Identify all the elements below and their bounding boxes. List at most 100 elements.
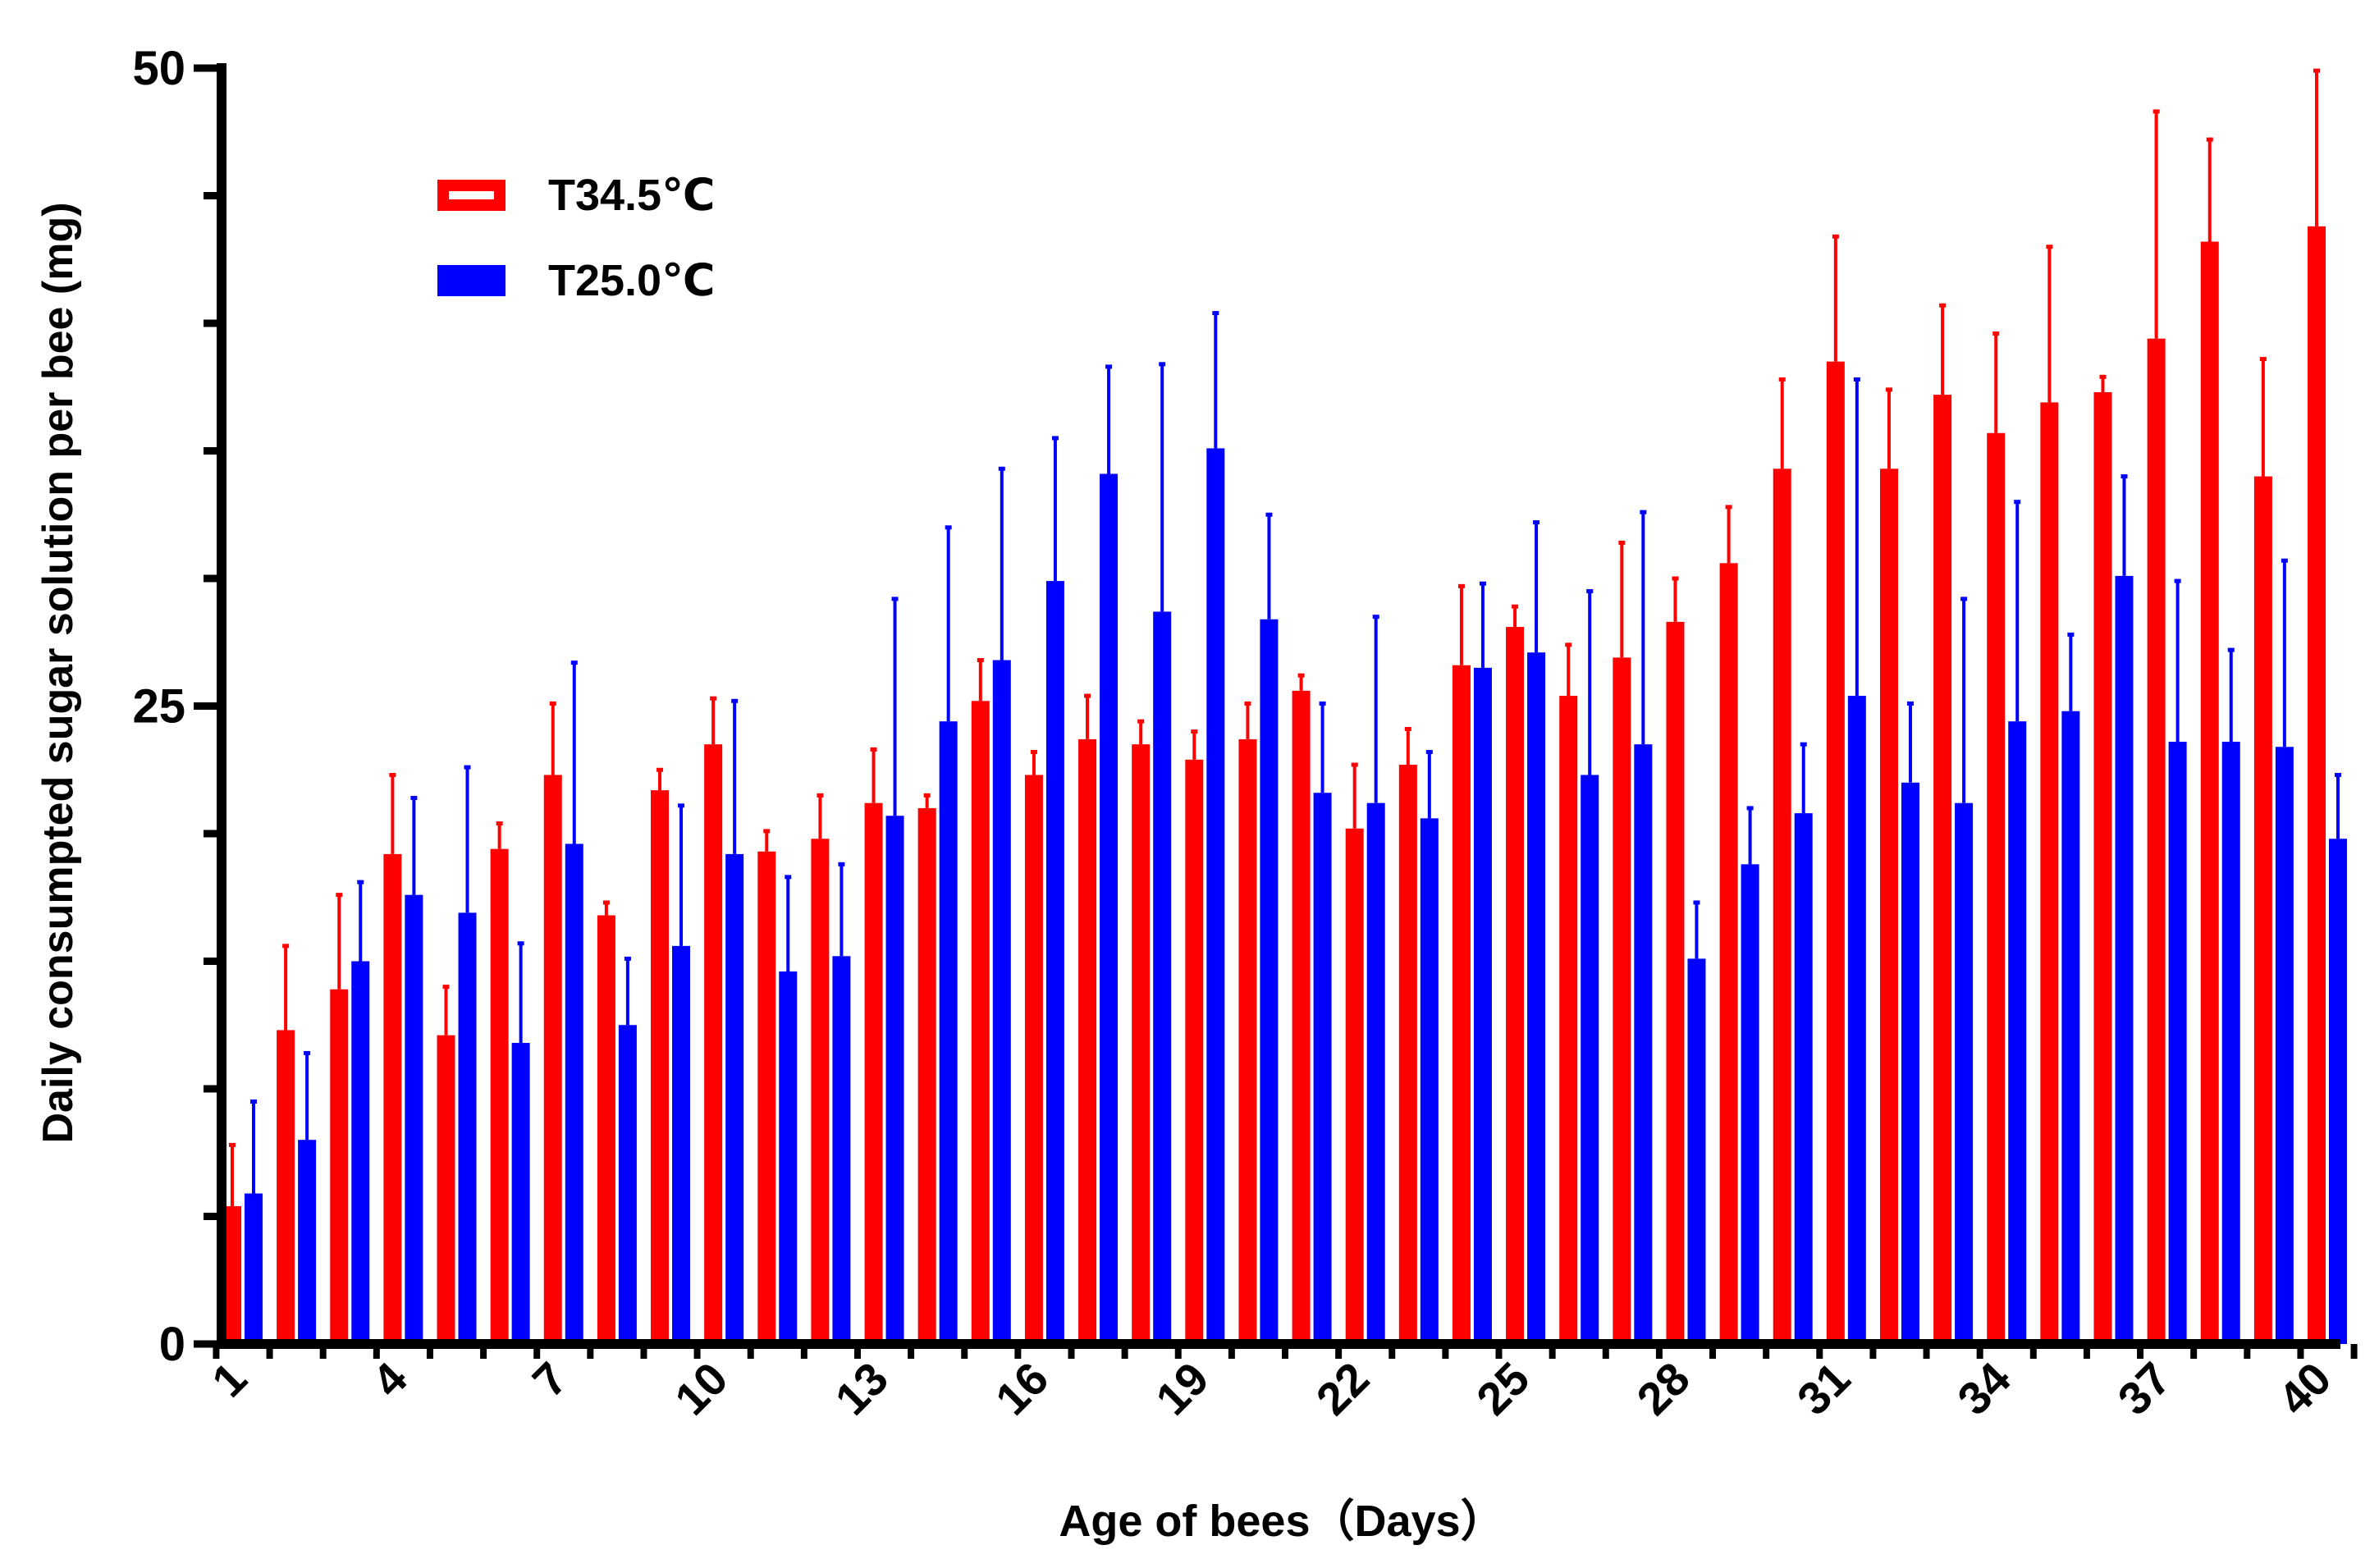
bar-series-1-day-28: [1666, 621, 1685, 1344]
x-tick-label: 13: [825, 1352, 898, 1425]
bar-series-1-day-7: [543, 775, 562, 1344]
bar-series-1-day-14: [917, 807, 936, 1344]
bar-series-2-day-3: [351, 961, 370, 1344]
bar-series-1-day-25: [1506, 627, 1525, 1344]
bar-series-1-day-33: [1933, 395, 1952, 1345]
bar-series-2-day-10: [725, 853, 744, 1344]
legend-swatch-red-mark: [449, 191, 494, 199]
legend-swatch-blue: [437, 265, 506, 296]
bar-series-1-day-29: [1719, 563, 1738, 1344]
bar-series-2-day-21: [1313, 793, 1332, 1344]
bar-series-1-day-37: [2147, 338, 2166, 1344]
bar-series-2-day-25: [1527, 652, 1546, 1344]
bar-series-1-day-12: [811, 839, 830, 1344]
bar-series-1-day-21: [1292, 690, 1311, 1344]
x-tick-label: 22: [1306, 1352, 1379, 1425]
bar-series-2-day-29: [1741, 864, 1759, 1344]
x-tick-label: 10: [665, 1352, 738, 1425]
bar-series-2-day-37: [2168, 742, 2187, 1344]
bar-series-2-day-26: [1581, 775, 1599, 1344]
bar-series-2-day-16: [1045, 581, 1064, 1344]
bar-series-1-day-34: [1987, 432, 2006, 1344]
bar-series-1-day-17: [1078, 738, 1097, 1344]
bar-series-2-day-23: [1420, 818, 1439, 1344]
bar-series-1-day-22: [1345, 828, 1364, 1344]
bar-series-1-day-27: [1613, 657, 1631, 1344]
legend: T34.5℃ T25.0℃: [437, 171, 715, 305]
bar-series-2-day-35: [2061, 711, 2080, 1344]
bar-series-2-day-28: [1687, 958, 1706, 1344]
x-tick-label: 37: [2108, 1352, 2181, 1425]
bar-series-2-day-9: [672, 945, 691, 1344]
bar-series-1-day-8: [597, 915, 615, 1344]
x-tick-label: 4: [362, 1352, 417, 1407]
bar-series-2-day-8: [618, 1025, 637, 1344]
bar-series-1-day-16: [1024, 775, 1043, 1344]
x-tick-label: 19: [1146, 1352, 1219, 1425]
bar-series-1-day-31: [1826, 361, 1845, 1344]
bar-series-1-day-24: [1452, 665, 1471, 1344]
legend-label-series-2: T25.0℃: [548, 256, 715, 305]
bar-series-1-day-3: [330, 989, 349, 1344]
bar-series-1-day-4: [383, 853, 402, 1344]
bar-series-1-day-10: [704, 744, 723, 1344]
bar-series-2-day-7: [565, 843, 583, 1344]
bar-series-2-day-33: [1955, 802, 1974, 1344]
bar-series-1-day-6: [490, 848, 509, 1344]
x-tick-label: 25: [1466, 1352, 1539, 1425]
x-tick-label: 34: [1947, 1352, 2020, 1425]
bar-series-2-day-13: [885, 816, 904, 1344]
bar-series-1-day-5: [437, 1035, 455, 1344]
y-tick-label: 0: [159, 1318, 185, 1371]
bar-series-1-day-32: [1879, 469, 1898, 1344]
bars-layer: [223, 68, 2347, 1345]
x-tick-label: 40: [2268, 1352, 2341, 1425]
bar-series-2-day-38: [2221, 742, 2240, 1344]
bar-series-2-day-2: [298, 1140, 317, 1344]
bar-series-2-day-24: [1473, 667, 1492, 1344]
bar-series-1-day-18: [1132, 744, 1151, 1344]
bar-series-2-day-31: [1847, 696, 1866, 1344]
bar-series-2-day-18: [1153, 611, 1172, 1344]
bar-series-2-day-15: [992, 660, 1011, 1344]
bar-series-1-day-20: [1238, 738, 1257, 1344]
bar-series-2-day-27: [1634, 744, 1653, 1344]
bar-series-1-day-38: [2200, 241, 2219, 1345]
y-tick-label: 25: [132, 680, 185, 734]
bar-series-2-day-11: [779, 971, 798, 1344]
x-axis-title: Age of bees（Days）: [1059, 1497, 1504, 1546]
bar-series-1-day-35: [2040, 402, 2059, 1344]
bar-series-1-day-13: [864, 802, 883, 1344]
y-axis-title: Daily consumpted sugar solution per bee …: [34, 202, 82, 1143]
x-tick-label: 1: [202, 1352, 257, 1407]
bar-series-1-day-26: [1559, 696, 1578, 1344]
bar-series-1-day-36: [2093, 391, 2112, 1345]
x-tick-label: 16: [986, 1352, 1059, 1425]
bar-series-2-day-4: [405, 894, 423, 1344]
bar-series-1-day-9: [651, 790, 670, 1344]
bar-series-1-day-2: [277, 1030, 295, 1344]
bar-series-1-day-1: [223, 1206, 241, 1344]
y-tick-label: 50: [132, 42, 185, 95]
bar-series-2-day-32: [1901, 782, 1919, 1344]
bar-series-2-day-22: [1366, 802, 1385, 1344]
bar-series-2-day-36: [2115, 575, 2134, 1344]
bar-series-2-day-12: [832, 956, 851, 1344]
bar-series-2-day-40: [2329, 839, 2347, 1344]
bar-series-1-day-30: [1773, 469, 1791, 1344]
bar-series-1-day-11: [757, 851, 776, 1344]
bar-series-2-day-14: [939, 721, 958, 1344]
bar-series-2-day-17: [1100, 473, 1119, 1344]
x-tick-label: 7: [523, 1352, 578, 1407]
bar-series-2-day-39: [2275, 747, 2294, 1344]
bar-series-2-day-34: [2008, 721, 2027, 1344]
bar-series-1-day-19: [1185, 759, 1204, 1344]
bar-series-2-day-6: [511, 1043, 530, 1344]
x-tick-label: 31: [1787, 1352, 1860, 1425]
x-tick-label: 28: [1626, 1352, 1700, 1425]
bar-series-1-day-40: [2308, 226, 2326, 1344]
bar-series-2-day-30: [1794, 813, 1813, 1344]
bar-series-1-day-15: [971, 701, 990, 1344]
